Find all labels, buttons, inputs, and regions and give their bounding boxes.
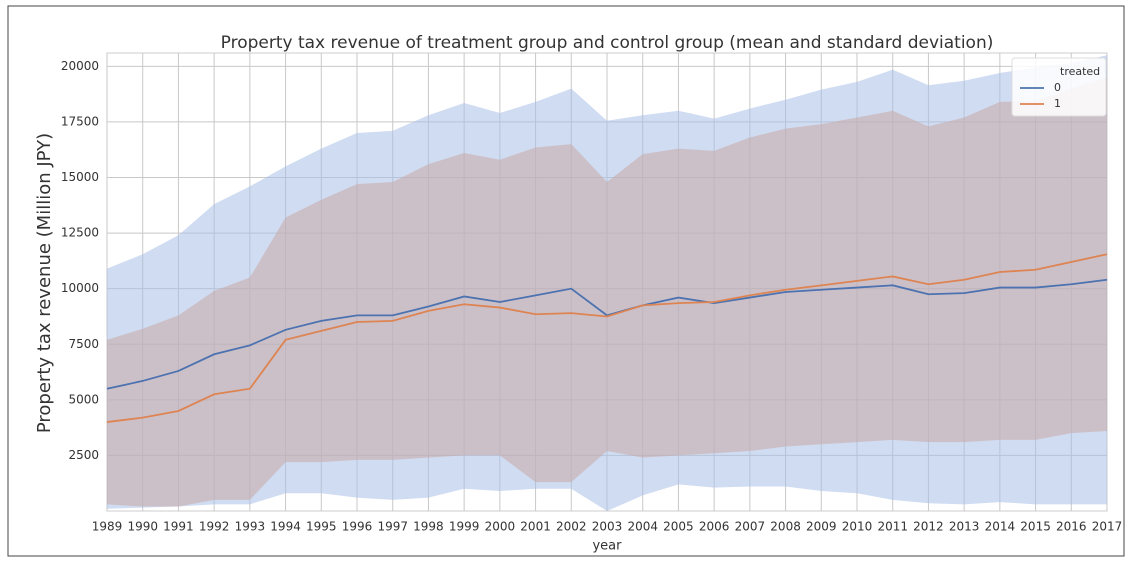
bands	[107, 55, 1107, 512]
x-tick-label: 2011	[877, 520, 908, 534]
x-tick-label: 2001	[520, 520, 551, 534]
x-tick-label: 2008	[770, 520, 801, 534]
x-tick-label: 1994	[270, 520, 301, 534]
tick-labels: 1989 1990 1991 1992 1993 1994 1995 1996 1997 1998…	[61, 59, 1122, 534]
y-tick-label: 7500	[68, 337, 99, 351]
frame	[7, 5, 1125, 557]
legend-label: 1	[1054, 97, 1061, 110]
x-tick-label: 2013	[949, 520, 980, 534]
x-axis-label: year	[592, 539, 622, 554]
x-tick-label: 2012	[913, 520, 944, 534]
x-tick-label: 2000	[485, 520, 516, 534]
x-tick-label: 2009	[806, 520, 837, 534]
x-tick-label: 2010	[842, 520, 873, 534]
y-tick-label: 5000	[68, 392, 99, 406]
x-tick-label: 2002	[556, 520, 587, 534]
x-tick-label: 1997	[377, 520, 408, 534]
lines	[106, 253, 1108, 423]
std-band	[107, 77, 1107, 507]
legend-label: 0	[1054, 81, 1061, 94]
x-tick-label: 1993	[235, 520, 266, 534]
x-tick-label: 2017	[1092, 520, 1123, 534]
y-tick-label: 15000	[61, 170, 99, 184]
x-tick-label: 1991	[163, 520, 194, 534]
chart-title: Property tax revenue of treatment group …	[221, 33, 994, 53]
mean-line	[106, 278, 1108, 390]
mean-line	[106, 253, 1108, 423]
y-tick-label: 2500	[68, 448, 99, 462]
x-tick-label: 2007	[735, 520, 766, 534]
y-axis-label: Property tax revenue (Million JPY)	[34, 133, 55, 433]
x-tick-label: 2006	[699, 520, 730, 534]
x-tick-label: 1996	[342, 520, 373, 534]
x-tick-label: 2003	[592, 520, 623, 534]
x-tick-label: 1995	[306, 520, 337, 534]
legend-box	[1011, 57, 1107, 117]
x-tick-label: 1998	[413, 520, 444, 534]
y-tick-label: 20000	[61, 59, 99, 73]
legend: treated 0 1	[1011, 57, 1107, 117]
x-tick-label: 1992	[199, 520, 230, 534]
x-tick-label: 2014	[985, 520, 1016, 534]
x-tick-label: 2004	[627, 520, 658, 534]
y-tick-label: 10000	[61, 281, 99, 295]
x-tick-label: 2015	[1020, 520, 1051, 534]
x-tick-label: 1989	[92, 520, 123, 534]
x-tick-label: 2016	[1056, 520, 1087, 534]
legend-title: treated	[1060, 65, 1100, 78]
x-tick-label: 1999	[449, 520, 480, 534]
x-tick-label: 1990	[127, 520, 158, 534]
y-tick-label: 17500	[61, 114, 99, 128]
y-tick-label: 12500	[61, 226, 99, 240]
x-tick-label: 2005	[663, 520, 694, 534]
